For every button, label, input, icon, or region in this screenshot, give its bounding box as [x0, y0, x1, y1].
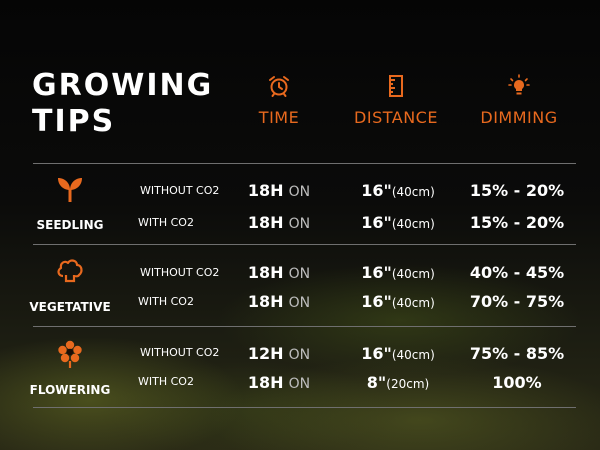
condition-label: WITH CO2	[138, 295, 194, 308]
time-value: 18H ON	[247, 292, 311, 311]
title-line-1: GROWING	[32, 68, 214, 103]
divider	[33, 407, 576, 408]
condition-label: WITHOUT CO2	[140, 184, 220, 197]
time-value: 18H ON	[247, 263, 311, 282]
time-value: 18H ON	[247, 213, 311, 232]
dimming-value: 15% - 20%	[469, 213, 565, 232]
distance-value: 16"(40cm)	[361, 213, 435, 232]
time-value: 12H ON	[247, 344, 311, 363]
stage-flowering: FLOWERING	[20, 339, 120, 398]
dimming-value: 15% - 20%	[469, 181, 565, 200]
dimming-value: 40% - 45%	[469, 263, 565, 282]
dimming-value: 100%	[492, 373, 542, 392]
column-label-distance: DISTANCE	[354, 108, 438, 127]
stage-name: VEGETATIVE	[29, 300, 111, 314]
condition-label: WITH CO2	[138, 375, 194, 388]
distance-value: 16"(40cm)	[361, 263, 435, 282]
divider	[33, 163, 576, 164]
dimming-value: 75% - 85%	[469, 344, 565, 363]
distance-value: 8"(20cm)	[366, 373, 430, 392]
column-label-dimming: DIMMING	[480, 108, 558, 127]
distance-value: 16"(40cm)	[361, 292, 435, 311]
distance-value: 16"(40cm)	[361, 344, 435, 363]
column-header-distance: DISTANCE	[346, 74, 446, 127]
condition-label: WITHOUT CO2	[140, 266, 220, 279]
condition-label: WITHOUT CO2	[140, 346, 220, 359]
column-header-dimming: DIMMING	[472, 74, 566, 127]
dimming-value: 70% - 75%	[469, 292, 565, 311]
divider	[33, 244, 576, 245]
sprout-icon	[58, 178, 82, 202]
cauliflower-icon	[57, 259, 83, 283]
stage-vegetative: VEGETATIVE	[20, 256, 120, 315]
divider	[33, 326, 576, 327]
time-value: 18H ON	[247, 373, 311, 392]
light-bulb-icon	[508, 74, 530, 95]
distance-value: 16"(40cm)	[361, 181, 435, 200]
stage-name: SEEDLING	[36, 218, 104, 232]
stage-name: FLOWERING	[29, 383, 111, 397]
stage-seedling: SEEDLING	[20, 174, 120, 233]
ruler-icon	[389, 75, 403, 97]
title-line-2: TIPS	[32, 104, 116, 139]
flower-icon	[58, 340, 82, 368]
time-value: 18H ON	[247, 181, 311, 200]
column-label-time: TIME	[258, 108, 300, 127]
alarm-clock-icon	[269, 76, 289, 97]
page-title: GROWING TIPS	[32, 68, 213, 140]
column-header-time: TIME	[240, 74, 318, 127]
condition-label: WITH CO2	[138, 216, 194, 229]
